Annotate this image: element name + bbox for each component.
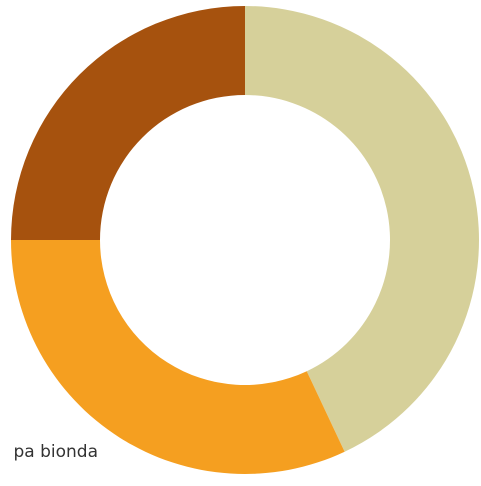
segment-label: pa bionda <box>13 442 98 462</box>
donut-segment <box>11 240 345 474</box>
donut-segment <box>245 6 480 452</box>
donut-segment <box>11 6 245 240</box>
